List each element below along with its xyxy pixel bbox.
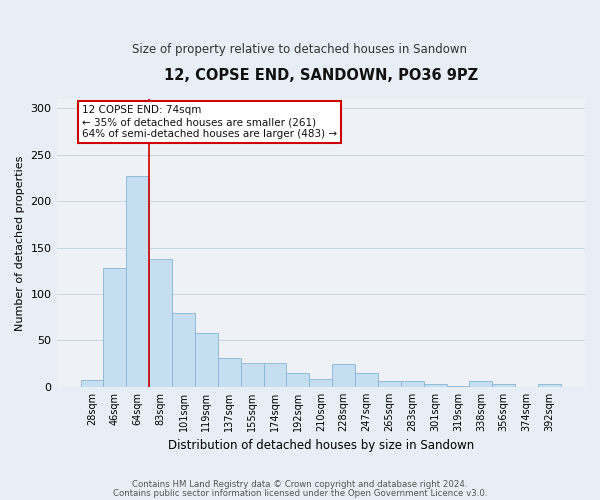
Bar [218, 358, 241, 387]
Text: Size of property relative to detached houses in Sandown: Size of property relative to detached ho… [133, 42, 467, 56]
Text: Contains public sector information licensed under the Open Government Licence v3: Contains public sector information licen… [113, 489, 487, 498]
Bar [286, 373, 310, 387]
Text: Contains HM Land Registry data © Crown copyright and database right 2024.: Contains HM Land Registry data © Crown c… [132, 480, 468, 489]
Bar [378, 382, 401, 387]
Bar [263, 363, 286, 387]
Bar [149, 258, 172, 387]
Bar [103, 268, 127, 387]
Text: 12 COPSE END: 74sqm
← 35% of detached houses are smaller (261)
64% of semi-detac: 12 COPSE END: 74sqm ← 35% of detached ho… [82, 106, 337, 138]
Bar [355, 373, 378, 387]
Bar [127, 176, 149, 387]
Bar [493, 384, 515, 387]
Bar [80, 380, 103, 387]
Bar [332, 364, 355, 387]
X-axis label: Distribution of detached houses by size in Sandown: Distribution of detached houses by size … [167, 440, 474, 452]
Bar [310, 378, 332, 387]
Bar [401, 382, 424, 387]
Bar [241, 363, 263, 387]
Bar [446, 386, 469, 387]
Bar [538, 384, 561, 387]
Title: 12, COPSE END, SANDOWN, PO36 9PZ: 12, COPSE END, SANDOWN, PO36 9PZ [164, 68, 478, 82]
Bar [172, 312, 195, 387]
Bar [424, 384, 446, 387]
Bar [195, 333, 218, 387]
Y-axis label: Number of detached properties: Number of detached properties [15, 155, 25, 330]
Bar [469, 382, 493, 387]
